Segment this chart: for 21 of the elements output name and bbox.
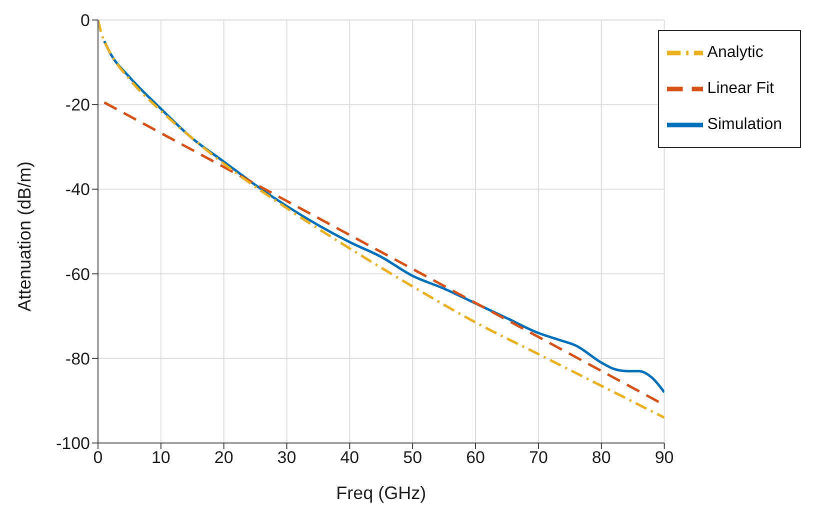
y-tick-label: -100: [56, 434, 90, 454]
x-tick-label: 30: [277, 448, 296, 468]
x-axis-title: Freq (GHz): [336, 483, 426, 503]
y-tick-label: -80: [65, 349, 90, 368]
x-tick-label: 70: [528, 448, 548, 468]
x-tick-label: 10: [151, 448, 170, 468]
y-tick-label: -20: [65, 96, 90, 115]
x-tick-label: 20: [214, 448, 234, 468]
y-tick-label: -60: [65, 264, 90, 284]
x-tick-label: 0: [93, 448, 103, 468]
legend-label: Linear Fit: [707, 80, 774, 98]
x-tick-label: 90: [654, 448, 674, 468]
x-tick-label: 40: [340, 448, 360, 468]
y-tick-label: -40: [65, 180, 90, 200]
legend-label: Analytic: [707, 44, 764, 62]
y-axis-title: Attenuation (dB/m): [14, 161, 34, 312]
x-tick-label: 80: [592, 448, 611, 468]
y-tick-label: 0: [80, 11, 90, 30]
x-tick-label: 50: [403, 448, 422, 468]
x-tick-label: 60: [466, 448, 485, 468]
legend-label: Simulation: [707, 116, 782, 134]
